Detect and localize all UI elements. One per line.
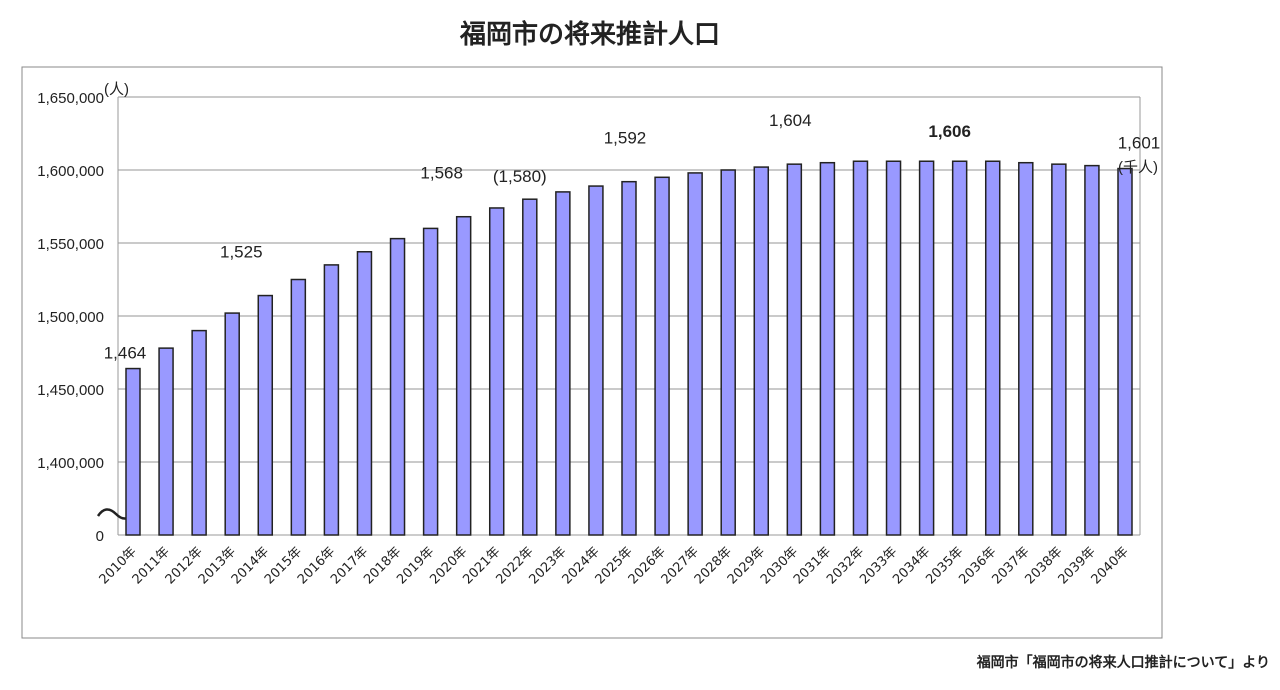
bar [687, 172, 703, 536]
bar [918, 160, 935, 536]
bar [191, 329, 207, 536]
y-tick-label: 1,600,000 [37, 163, 104, 180]
data-label-unit: (千人) [1118, 159, 1158, 176]
data-label: 1,601 [1118, 134, 1161, 153]
data-label: 1,592 [604, 129, 647, 148]
y-tick-label: 1,500,000 [37, 309, 104, 326]
bar [455, 215, 472, 536]
bar [852, 160, 869, 536]
bar [488, 207, 505, 536]
source-note: 福岡市「福岡市の将来人口推計について」より [976, 655, 1270, 671]
chart-frame [21, 66, 1163, 639]
y-tick-label: 1,650,000 [37, 90, 104, 107]
y-tick-label: 0 [96, 528, 104, 545]
y-tick-label: 1,550,000 [37, 236, 104, 253]
bar [1117, 167, 1133, 536]
bar [158, 347, 174, 536]
bar [555, 191, 571, 536]
data-label: 1,604 [769, 111, 812, 130]
bar [951, 160, 968, 536]
bar [786, 163, 803, 536]
bar [389, 237, 406, 536]
y-tick-label: 1,450,000 [37, 382, 104, 399]
bar [125, 367, 141, 536]
bar [522, 198, 538, 536]
bar [819, 161, 836, 536]
y-tick-label: 1,400,000 [37, 455, 104, 472]
data-label: 1,606 [928, 122, 971, 141]
bar [422, 227, 439, 536]
bar [290, 278, 307, 536]
bar [654, 176, 670, 536]
bar [621, 180, 637, 536]
bar [1051, 163, 1067, 536]
data-label: 1,464 [104, 344, 147, 363]
bar [753, 166, 770, 536]
data-label: (1,580) [493, 167, 547, 186]
data-label: 1,568 [420, 164, 463, 183]
bar [257, 294, 274, 536]
bar [1084, 164, 1100, 536]
y-unit-label: (人) [104, 81, 129, 98]
bar [224, 312, 240, 536]
bar [356, 251, 373, 536]
bar [720, 169, 736, 536]
chart-title: 福岡市の将来推計人口 [459, 20, 720, 50]
x-tick-label: 2040年 [1089, 544, 1132, 587]
bar [885, 160, 902, 536]
bar [323, 264, 340, 536]
bar [1018, 161, 1034, 536]
data-label: 1,525 [220, 243, 263, 262]
bar [588, 185, 604, 536]
bar [984, 160, 1001, 536]
